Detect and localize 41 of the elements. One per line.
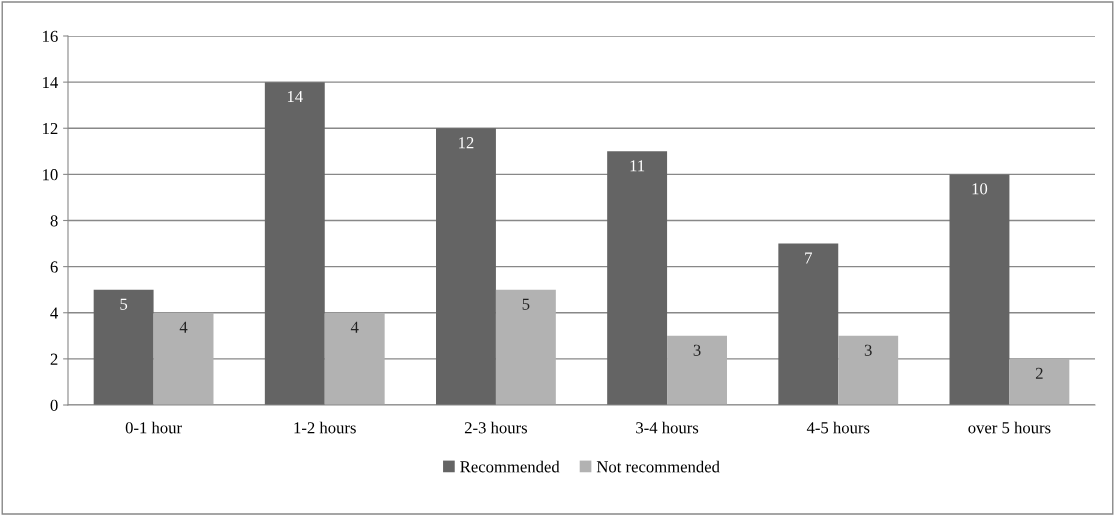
bar — [436, 128, 496, 405]
legend-label: Not recommended — [596, 460, 720, 473]
bar — [949, 174, 1010, 405]
bar — [1009, 358, 1070, 405]
bar — [153, 312, 214, 405]
x-tick-label: 0-1 hour — [125, 421, 182, 434]
data-label: 11 — [630, 160, 645, 172]
y-tick-label: 2 — [50, 353, 58, 365]
bar — [607, 151, 668, 405]
bar — [667, 335, 727, 405]
x-tick-label: 2-3 hours — [464, 421, 528, 434]
x-tick-label: 3-4 hours — [636, 421, 699, 434]
x-tick-label: over 5 hours — [968, 421, 1051, 434]
bar — [264, 82, 325, 405]
bar — [838, 335, 899, 405]
x-tick-label: 4-5 hours — [806, 421, 870, 434]
data-label: 2 — [1035, 367, 1043, 379]
data-label: 4 — [179, 321, 188, 333]
y-tick-label: 14 — [43, 76, 59, 88]
y-tick-label: 12 — [43, 123, 58, 135]
data-label: 5 — [120, 298, 128, 310]
y-tick-label: 4 — [50, 307, 59, 319]
data-label: 14 — [287, 91, 303, 103]
bar — [495, 289, 556, 405]
x-tick-label: 1-2 hours — [294, 421, 356, 434]
data-label: 3 — [864, 344, 872, 356]
data-label: 12 — [459, 137, 474, 149]
data-label: 5 — [522, 298, 530, 310]
data-label: 3 — [693, 344, 701, 356]
data-label: 7 — [805, 252, 812, 264]
y-tick-label: 6 — [50, 261, 58, 273]
legend-label: Recommended — [460, 460, 560, 473]
y-tick-label: 16 — [43, 30, 58, 42]
data-label: 4 — [350, 321, 359, 333]
data-label: 10 — [972, 183, 988, 195]
y-tick-label: 10 — [43, 169, 58, 181]
y-tick-label: 8 — [50, 215, 58, 227]
bar — [778, 243, 839, 405]
y-tick-label: 0 — [50, 399, 58, 411]
bar — [93, 289, 154, 405]
bar — [324, 312, 385, 405]
